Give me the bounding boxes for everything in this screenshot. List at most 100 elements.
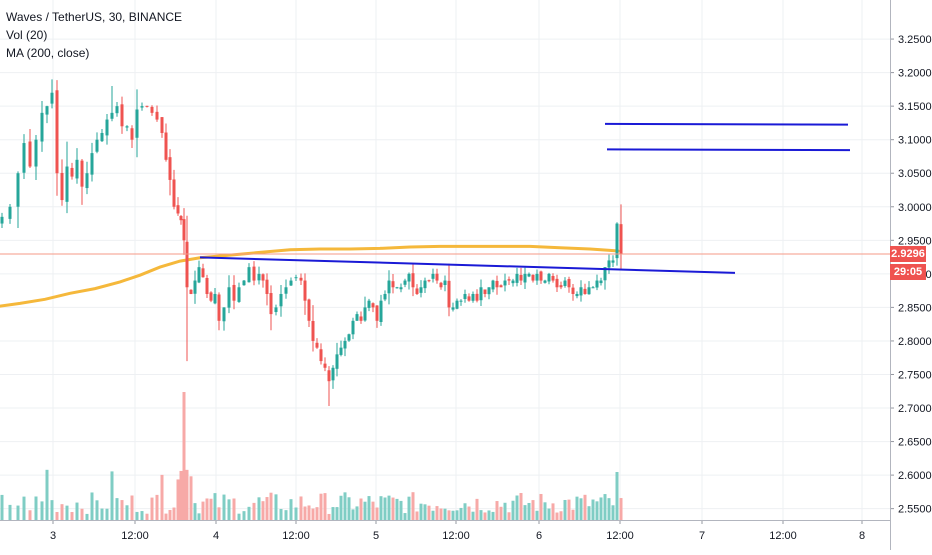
legend-symbol[interactable]: Waves / TetherUS, 30, BINANCE xyxy=(6,10,183,24)
volume-bar xyxy=(439,508,443,520)
volume-bar xyxy=(205,498,209,520)
candle-body xyxy=(343,340,347,349)
volume-bar xyxy=(247,506,251,520)
candle-body xyxy=(575,293,579,297)
candle-body xyxy=(371,303,375,308)
volume-bar xyxy=(523,505,527,520)
volume-bar xyxy=(197,513,201,520)
volume-bar xyxy=(315,507,319,520)
volume-bar xyxy=(511,500,515,520)
y-tick-label: 2.7500 xyxy=(898,369,932,381)
drawings[interactable] xyxy=(199,122,851,274)
candle-body xyxy=(265,279,269,294)
candle-body xyxy=(591,287,595,289)
legend-ma[interactable]: MA (200, close) xyxy=(6,46,90,60)
candle-body xyxy=(110,112,114,119)
candle-body xyxy=(335,354,339,369)
candle-body xyxy=(237,287,241,302)
volume-bar xyxy=(294,507,298,520)
candle-body xyxy=(483,289,487,294)
volume-bar xyxy=(242,511,246,520)
volume-bar xyxy=(217,507,221,520)
volume-bar xyxy=(587,506,591,520)
volume-bar xyxy=(176,479,180,520)
candle-body xyxy=(415,288,419,294)
volume-bar xyxy=(363,501,367,520)
volume-bar xyxy=(261,501,265,520)
candle-body xyxy=(242,280,246,286)
candle-body xyxy=(213,293,217,304)
volume-bar xyxy=(531,500,535,520)
candle-body xyxy=(232,284,236,301)
candle-body xyxy=(100,132,104,142)
volume-bar xyxy=(65,505,69,520)
candle-body xyxy=(182,219,186,241)
candle-body xyxy=(367,300,371,308)
y-tick-label: 3.1500 xyxy=(898,101,932,113)
volume-bar xyxy=(407,496,411,520)
volume-bar xyxy=(155,494,159,520)
volume-bar xyxy=(467,506,471,520)
candle-body xyxy=(615,223,619,259)
x-tick-label: 3 xyxy=(50,530,56,542)
candle-body xyxy=(311,320,315,341)
candle-body xyxy=(16,173,20,207)
volume-bar xyxy=(599,497,603,520)
candle-body xyxy=(599,280,603,284)
candle-body xyxy=(205,277,209,294)
countdown-badge: 29:05 xyxy=(890,263,926,280)
candle-body xyxy=(299,277,303,281)
candle-body xyxy=(201,268,205,278)
volume-bar xyxy=(303,506,307,520)
candle-body xyxy=(193,280,197,294)
volume-bar xyxy=(419,503,423,520)
candle-body xyxy=(28,141,32,167)
volume-bar xyxy=(579,498,583,520)
x-tick-label: 5 xyxy=(373,530,379,542)
volume-bar xyxy=(559,511,563,520)
candle-body xyxy=(455,300,459,309)
volume-bar xyxy=(150,497,154,520)
candle-body xyxy=(567,279,571,288)
candle-body xyxy=(571,287,575,294)
candle-body xyxy=(467,296,471,301)
candle-body xyxy=(85,173,89,189)
candle-body xyxy=(427,280,431,282)
candle-body xyxy=(555,278,559,288)
volume-bar xyxy=(16,505,20,520)
volume-bar xyxy=(611,505,615,520)
x-tick-label: 7 xyxy=(699,530,705,542)
volume-bar xyxy=(257,497,261,520)
candle-body xyxy=(583,288,587,294)
candle-body xyxy=(315,342,319,348)
volume-bar xyxy=(274,494,278,520)
candle-body xyxy=(327,370,331,382)
volume-bar xyxy=(491,511,495,520)
candle-body xyxy=(539,271,543,281)
candle-body xyxy=(395,287,399,289)
candle-body xyxy=(155,111,159,120)
legend-volume[interactable]: Vol (20) xyxy=(6,28,48,42)
y-tick-label: 3.0000 xyxy=(898,202,932,214)
x-tick-label: 12:00 xyxy=(442,530,470,542)
volume-bar xyxy=(28,510,32,520)
y-tick-label: 2.9500 xyxy=(898,235,932,247)
candle-body xyxy=(331,367,335,381)
volume-bar xyxy=(607,498,611,520)
candle-body xyxy=(399,287,403,290)
volume-bar xyxy=(120,500,124,520)
candle-body xyxy=(619,224,623,254)
candle-body xyxy=(471,293,475,301)
volume-bar xyxy=(443,508,447,520)
candle-body xyxy=(274,307,278,313)
candle-body xyxy=(419,287,423,293)
volume-bar xyxy=(371,501,375,520)
volume-bar xyxy=(515,495,519,520)
x-tick-label: 6 xyxy=(536,530,542,542)
candle-body xyxy=(491,280,495,290)
candle-body xyxy=(607,260,611,268)
volume-bar xyxy=(339,495,343,520)
